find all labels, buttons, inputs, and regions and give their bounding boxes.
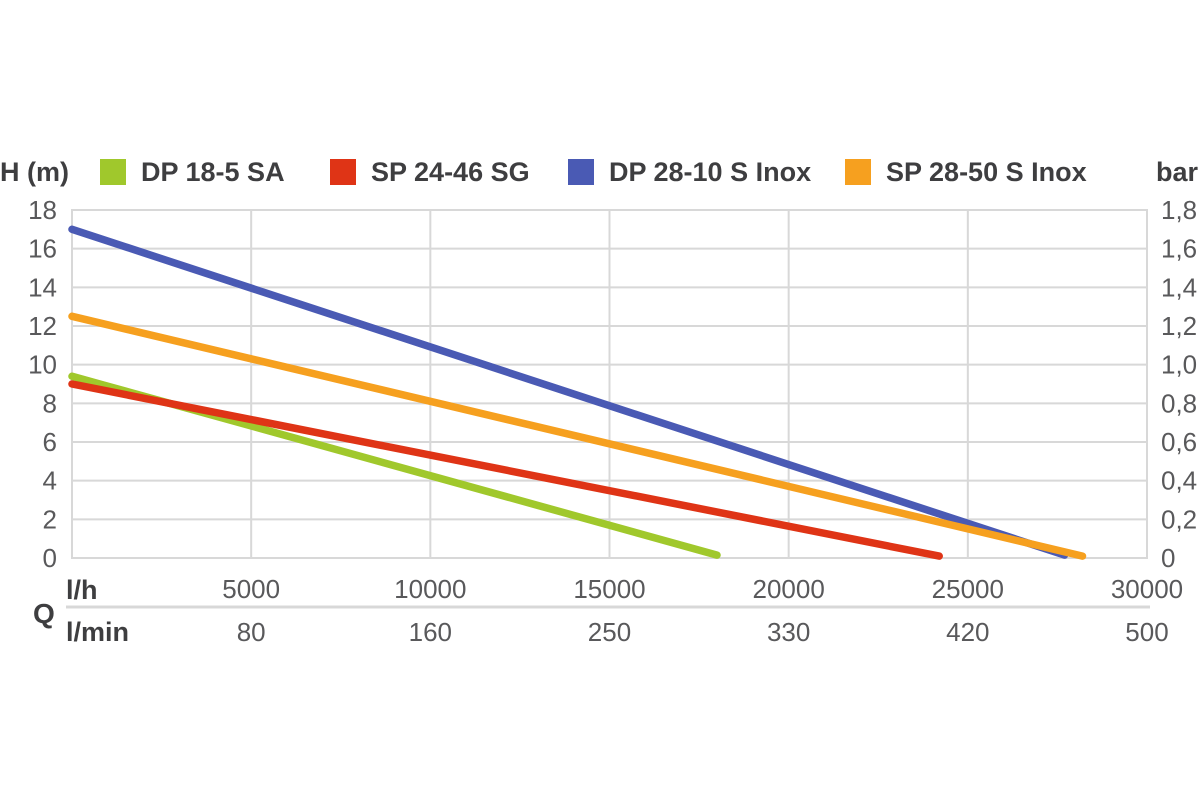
legend-label: DP 18-5 SA xyxy=(141,157,285,187)
y-left-tick-label: 4 xyxy=(43,466,57,496)
series-line-sp-28-50-s-inox xyxy=(68,312,1087,560)
y-left-tick-label: 14 xyxy=(28,272,57,302)
x-axis-unit-lmin-label: l/min xyxy=(66,617,130,647)
legend-label: SP 28-50 S Inox xyxy=(886,157,1087,187)
y-right-tick-label: 1,2 xyxy=(1161,311,1197,341)
x-tick-label-lh: 5000 xyxy=(222,574,280,604)
x-tick-label-lh: 15000 xyxy=(573,574,645,604)
x-tick-label-lh: 25000 xyxy=(932,574,1004,604)
x-tick-label-lh: 20000 xyxy=(753,574,825,604)
legend-label: SP 24-46 SG xyxy=(371,157,530,187)
y-right-tick-label: 0 xyxy=(1161,543,1175,573)
x-tick-label-lmin: 500 xyxy=(1125,617,1168,647)
y-right-tick-label: 1,8 xyxy=(1161,195,1197,225)
x-axis-unit-lh-label: l/h xyxy=(66,575,98,605)
legend-item: DP 18-5 SA xyxy=(100,157,285,187)
x-tick-label-lmin: 330 xyxy=(767,617,810,647)
legend-swatch-icon xyxy=(845,159,871,185)
legend-label: DP 28-10 S Inox xyxy=(609,157,812,187)
y-left-tick-label: 18 xyxy=(28,195,57,225)
legend-item: SP 24-46 SG xyxy=(330,157,530,187)
y-left-tick-label: 6 xyxy=(43,427,57,457)
y-left-tick-label: 2 xyxy=(43,504,57,534)
legend-item: DP 28-10 S Inox xyxy=(568,157,811,187)
legend-swatch-icon xyxy=(330,159,356,185)
y-right-tick-label: 1,4 xyxy=(1161,272,1197,302)
right-axis-unit-label: bar xyxy=(1155,157,1198,187)
x-axis-q-label: Q xyxy=(33,598,55,629)
legend-item: SP 28-50 S Inox xyxy=(845,157,1087,187)
x-tick-label-lh: 10000 xyxy=(394,574,466,604)
series-line-dp-28-10-s-inox xyxy=(68,225,1069,559)
x-tick-label-lmin: 160 xyxy=(409,617,452,647)
y-right-tick-label: 0,6 xyxy=(1161,427,1197,457)
y-left-tick-label: 0 xyxy=(43,543,57,573)
legend-swatch-icon xyxy=(568,159,594,185)
x-tick-label-lh: 30000 xyxy=(1111,574,1183,604)
y-left-tick-label: 10 xyxy=(28,350,57,380)
y-right-tick-label: 0,2 xyxy=(1161,504,1197,534)
y-right-tick-label: 1,6 xyxy=(1161,234,1197,264)
x-tick-label-lmin: 80 xyxy=(237,617,266,647)
y-right-tick-label: 1,0 xyxy=(1161,350,1197,380)
y-left-tick-label: 8 xyxy=(43,388,57,418)
legend-swatch-icon xyxy=(100,159,126,185)
left-axis-unit-label: H (m) xyxy=(0,157,69,187)
series-line-sp-24-46-sg xyxy=(68,380,943,560)
x-tick-label-lmin: 250 xyxy=(588,617,631,647)
y-right-tick-label: 0,8 xyxy=(1161,388,1197,418)
y-left-tick-label: 12 xyxy=(28,311,57,341)
y-right-tick-label: 0,4 xyxy=(1161,466,1197,496)
y-left-tick-label: 16 xyxy=(28,234,57,264)
x-tick-label-lmin: 420 xyxy=(946,617,989,647)
